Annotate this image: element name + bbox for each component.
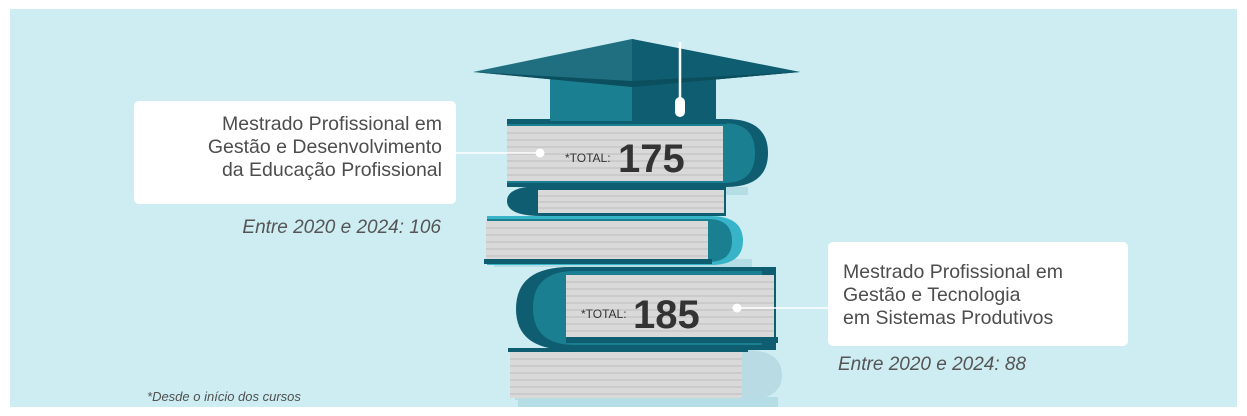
book-thin xyxy=(484,216,743,265)
period-note-right: Entre 2020 e 2024: 88 xyxy=(838,354,1027,375)
book-185 xyxy=(516,267,778,350)
graduation-cap-icon xyxy=(473,39,800,121)
program-callout-right: Mestrado Profissional em Gestão e Tecnol… xyxy=(828,242,1128,346)
footnote: *Desde o início dos cursos xyxy=(147,389,301,404)
total-175-label: *TOTAL: 175 xyxy=(565,137,685,181)
total-prefix: *TOTAL: xyxy=(565,151,611,165)
period-note-left: Entre 2020 e 2024: 106 xyxy=(242,217,441,238)
program-name-line: Gestão e Desenvolvimento xyxy=(207,136,442,158)
total-value: 185 xyxy=(633,293,700,337)
total-185-label: *TOTAL: 185 xyxy=(581,293,700,337)
footnote-star: * xyxy=(147,389,153,404)
infographic-panel: *TOTAL: 175 *TOTAL: 185 Mestrado Profiss… xyxy=(10,9,1237,407)
program-callout-left: Mestrado Profissional em Gestão e Desenv… xyxy=(134,101,456,204)
program-name-line: Mestrado Profissional em xyxy=(843,261,1064,283)
program-name-line: da Educação Profissional xyxy=(221,159,442,181)
footnote-text: Desde o início dos cursos xyxy=(152,389,301,404)
program-name-line: em Sistemas Produtivos xyxy=(843,307,1054,329)
book-175 xyxy=(507,119,768,187)
book-middle xyxy=(507,186,726,216)
total-prefix: *TOTAL: xyxy=(581,307,627,321)
total-value: 175 xyxy=(618,137,685,181)
book-stack-illustration: *TOTAL: 175 *TOTAL: 185 xyxy=(456,39,828,407)
program-name-line: Mestrado Profissional em xyxy=(221,113,442,135)
book-bottom xyxy=(508,348,782,400)
connector-lines xyxy=(456,148,828,313)
program-name-line: Gestão e Tecnologia xyxy=(843,284,1021,306)
